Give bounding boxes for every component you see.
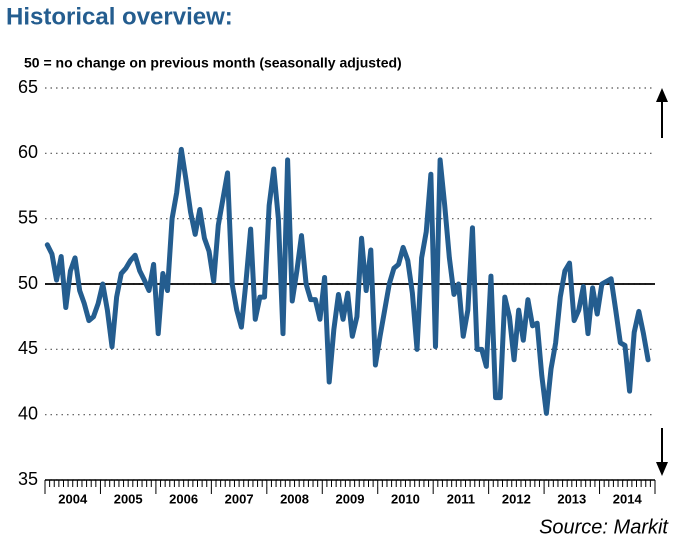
x-tick-label: 2009 <box>336 491 365 506</box>
y-tick-label: 55 <box>18 207 38 227</box>
x-tick-label: 2005 <box>114 491 143 506</box>
y-tick-label: 65 <box>18 77 38 97</box>
y-tick-label: 45 <box>18 338 38 358</box>
arrow-down <box>656 428 668 476</box>
x-tick-label: 2010 <box>391 491 420 506</box>
line-series <box>44 146 651 416</box>
y-tick-label: 60 <box>18 142 38 162</box>
x-tick-label: 2013 <box>557 491 586 506</box>
x-tick-label: 2007 <box>225 491 254 506</box>
x-tick-label: 2014 <box>613 491 643 506</box>
chart-subtitle: 50 = no change on previous month (season… <box>24 55 402 71</box>
x-tick-label: 2008 <box>280 491 309 506</box>
x-tick-label: 2004 <box>58 491 88 506</box>
arrow-up <box>656 88 668 138</box>
x-tick-label: 2011 <box>447 491 475 506</box>
chart-title: Historical overview: <box>6 3 233 30</box>
y-tick-label: 40 <box>18 403 38 423</box>
source: Source: Markit <box>539 516 669 538</box>
x-tick-label: 2006 <box>169 491 198 506</box>
y-tick-label: 50 <box>18 273 38 293</box>
x-tick-label: 2012 <box>502 491 531 506</box>
y-tick-label: 35 <box>18 469 38 489</box>
